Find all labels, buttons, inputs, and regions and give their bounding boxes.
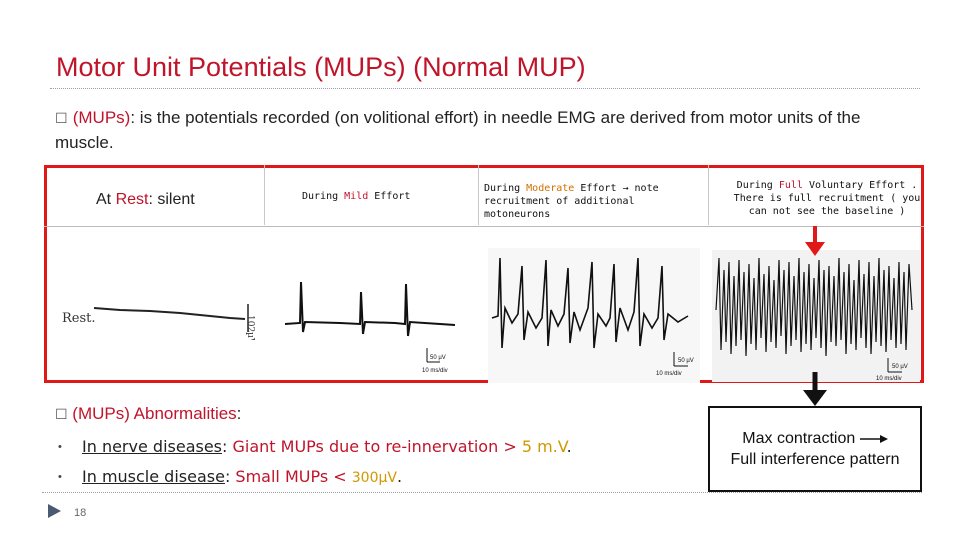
title-divider	[50, 88, 920, 89]
full-caption-suffix: Voluntary Effort . There is full recruit…	[733, 180, 921, 217]
checkbox-bullet-icon: ☐	[55, 111, 68, 127]
mild-scale-label-2: 10 ms/div	[422, 368, 448, 374]
moderate-emg-trace: 50 µV 10 ms/div	[488, 248, 700, 383]
intro-text: : is the potentials recorded (on volitio…	[55, 108, 861, 152]
max-contraction-text: Max contraction Full interference patter…	[708, 428, 922, 470]
footer-divider	[42, 492, 922, 493]
moderate-scale-label-2: 10 ms/div	[656, 371, 682, 377]
abnormalities-colon: :	[236, 404, 242, 423]
muscle-end: .	[396, 467, 403, 486]
rest-trace-label: Rest.	[62, 311, 96, 326]
full-caption-highlight: Full	[778, 180, 803, 191]
mild-caption-highlight: Mild	[344, 191, 369, 202]
max-contraction-box	[708, 406, 922, 492]
moderate-caption-suffix: Effort → note recruitment of additional …	[484, 183, 659, 220]
panel-separator	[708, 165, 709, 225]
moderate-scale-label: 50 µV	[678, 358, 694, 364]
moderate-caption: During Moderate Effort → note recruitmen…	[484, 182, 699, 221]
rest-caption-prefix: At	[96, 191, 116, 208]
rest-trace-scale: 102µV	[245, 315, 255, 340]
nerve-desc: Giant MUPs due to re-innervation >	[227, 437, 522, 456]
rest-caption-highlight: Rest	[115, 191, 149, 208]
full-emg-trace: 50 µV 10 ms/div	[712, 250, 920, 382]
bullet-dot-icon: •	[58, 471, 62, 483]
rest-emg-trace: Rest. 102µV	[62, 304, 255, 340]
nerve-label: In nerve diseases	[82, 437, 223, 456]
nerve-value: 5 m.V	[521, 437, 567, 456]
mild-caption-suffix: Effort	[368, 191, 411, 202]
intro-bullet: ☐ (MUPs): is the potentials recorded (on…	[55, 106, 915, 155]
right-arrow-icon	[859, 434, 888, 443]
page-title: Motor Unit Potentials (MUPs) (Normal MUP…	[56, 52, 586, 82]
max-contraction-line2: Full interference pattern	[730, 451, 900, 468]
full-scale-label: 50 µV	[892, 364, 908, 370]
panel-separator	[264, 165, 265, 225]
nerve-end: .	[566, 437, 572, 456]
muscle-label: In muscle disease	[82, 467, 225, 486]
mild-caption-prefix: During	[302, 191, 345, 202]
mild-emg-trace: 50 µV 10 ms/div	[284, 281, 456, 374]
panel-separator	[478, 165, 479, 225]
muscle-colon: :	[224, 467, 231, 486]
moderate-caption-prefix: During	[484, 183, 527, 194]
emg-panel-frame	[44, 165, 924, 383]
bullet-dot-icon: •	[58, 441, 62, 453]
moderate-caption-highlight: Moderate	[526, 183, 575, 194]
full-scale-label-2: 10 ms/div	[876, 376, 902, 382]
page-number: 18	[74, 507, 87, 519]
mild-caption: During Mild Effort	[302, 190, 410, 203]
list-item-nerve: In nerve diseases: Giant MUPs due to re-…	[82, 437, 572, 456]
muscle-value: 300μV	[351, 470, 397, 486]
caption-divider	[44, 226, 924, 227]
red-down-arrow-icon	[805, 226, 825, 256]
muscle-desc: Small MUPs <	[230, 467, 352, 486]
mild-scale-label: 50 µV	[430, 355, 446, 361]
black-down-arrow-icon	[803, 372, 827, 406]
intro-lead: (MUPs)	[72, 108, 131, 127]
abnormalities-bullet: ☐ (MUPs) Abnormalities:	[55, 404, 241, 424]
full-caption: During Full Voluntary Effort . There is …	[733, 179, 921, 218]
list-item-muscle: In muscle disease: Small MUPs < 300μV.	[82, 467, 402, 486]
nerve-colon: :	[222, 437, 228, 456]
play-triangle-icon	[48, 504, 61, 518]
full-caption-prefix: During	[736, 180, 779, 191]
rest-caption: At Rest: silent	[96, 191, 195, 209]
max-contraction-line1: Max contraction	[742, 430, 856, 447]
abnormalities-heading: (MUPs) Abnormalities	[72, 404, 237, 423]
checkbox-bullet-icon: ☐	[55, 407, 68, 423]
rest-caption-suffix: : silent	[148, 191, 195, 208]
